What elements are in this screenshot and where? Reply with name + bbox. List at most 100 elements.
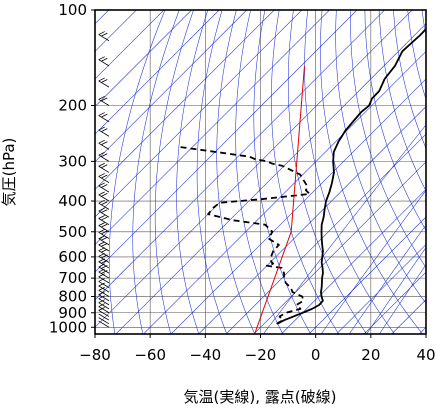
wind-barb-feather [101,113,108,118]
wind-barb-feather [98,77,105,82]
wind-barb-staff [98,281,110,288]
wind-barb [98,228,110,239]
wind-barb [98,291,110,302]
wind-barb [98,222,110,233]
dry-adiabat-line [335,10,426,304]
x-tick-label: −20 [245,346,277,364]
wind-barb-feather [98,273,105,278]
wind-barb-staff [98,306,110,314]
y-tick-label: 500 [58,223,87,241]
isotherm-line [95,10,303,218]
wind-barb-staff [98,302,110,310]
wind-barb-staff [98,298,110,306]
x-tick-label: −80 [79,346,111,364]
wind-barb-feather [101,128,108,132]
y-tick-label: 1000 [49,318,87,336]
axes: −80 −60 −40 −20 0 20 40 100 200 300 400 500 600 70080… [49,1,436,364]
dry-adiabat-line [216,10,256,334]
wind-barb-staff [98,98,110,106]
dry-adiabat-line [364,10,426,231]
y-tick-label: 400 [58,192,87,210]
wind-barb-staff [98,231,110,239]
wind-barb-staff [98,271,110,279]
wind-barb [98,241,110,252]
wind-barb [98,151,110,162]
wind-barb-feather [98,282,105,287]
y-tick-label: 700 [58,269,87,287]
wind-barb-staff [98,317,110,325]
wind-barb-feather [101,201,108,206]
isotherm-line [95,10,358,273]
wind-barb [98,303,110,314]
wind-barb [98,173,110,183]
wind-barb-feather [101,184,108,188]
isotherm-line [95,10,220,135]
wind-barb-feather [98,182,105,187]
dewpoint-line [178,145,311,325]
wind-barb-feather [101,236,108,241]
wind-barb [98,299,110,310]
wind-barb-staff [98,261,110,269]
wind-barb [98,191,110,202]
wind-barb-staff [98,218,110,226]
y-tick-label: 300 [58,152,87,170]
wind-barb-staff [98,34,110,42]
wind-barb-feather [98,295,105,300]
wind-barb-staff [98,290,110,297]
isotherm-line [281,188,426,334]
wind-barb-feather [101,79,108,83]
wind-barb-feather [98,268,105,273]
dry-adiabat-line [154,10,194,334]
wind-barb-feather [98,56,105,61]
dry-adiabat-line [421,10,426,38]
wind-barb-feather [98,112,105,116]
wind-barb-feather [98,299,105,304]
wind-barb-staff [98,285,110,293]
mixing-ratio-line [366,247,426,334]
wind-barb [98,295,110,306]
wind-barb-staff [98,255,110,263]
dry-adiabat-line [108,10,166,334]
wind-barb-feather [101,223,108,228]
isotherm-line [95,10,330,245]
isotherm-line [419,326,426,334]
wind-barb-staff [98,142,110,150]
wind-barb [98,235,110,246]
wind-barb [98,306,110,317]
dry-adiabat-line [132,10,180,334]
mixing-ratio-line [379,264,426,334]
wind-barb-feather [98,139,105,144]
data-series [178,27,426,334]
y-tick-label: 100 [58,1,87,19]
isotherm-line [95,10,192,107]
wind-barb-feather [98,291,105,295]
wind-barb [98,273,110,284]
wind-barb-feather [101,97,108,102]
wind-barb [98,139,110,150]
wind-barb-feather [101,32,108,37]
wind-barb-staff [98,202,110,210]
wind-barb-feather [98,286,105,291]
isotherm-line [308,216,426,334]
x-tick-label: 40 [416,346,435,364]
wind-barb-feather [99,1,105,4]
wind-barb-staff [108,10,109,11]
wind-barb-feather [98,228,105,233]
wind-barb-feather [98,31,105,35]
wind-barb-feather [98,278,105,282]
mixing-ratio-line [263,124,426,334]
isotherm-line [143,50,426,334]
isotherm-line [95,10,413,328]
wind-barb-feather [98,306,105,311]
wind-barb [98,215,110,226]
isotherm-line [198,106,426,334]
wind-barb [98,112,110,123]
wind-barb [98,317,110,325]
wind-barb [98,199,110,210]
wind-barb-feather [98,241,105,246]
isotherm-line [226,133,426,334]
isotherm-line [170,78,426,334]
wind-barb-staff [98,115,110,123]
wind-barb [98,126,110,137]
